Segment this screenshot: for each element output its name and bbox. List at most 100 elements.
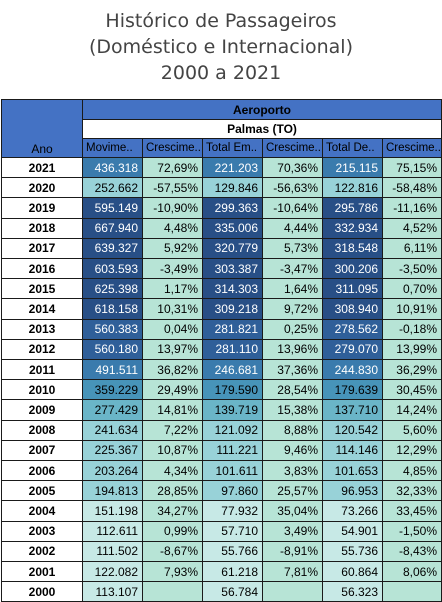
year-cell: 2019 bbox=[1, 197, 83, 219]
growth-movement-cell: 10,87% bbox=[142, 439, 203, 461]
growth-embarked-header: Crescime.. bbox=[262, 138, 323, 158]
year-cell: 2003 bbox=[1, 520, 83, 542]
growth-movement-cell: -10,90% bbox=[142, 197, 203, 219]
embarked-cell: 281.821 bbox=[202, 318, 263, 340]
growth-disembarked-cell: -58,48% bbox=[382, 177, 442, 199]
movement-cell: 625.398 bbox=[82, 278, 143, 300]
disembarked-cell: 96.953 bbox=[322, 480, 383, 502]
movement-cell: 560.180 bbox=[82, 338, 143, 360]
growth-movement-cell: 4,48% bbox=[142, 217, 203, 239]
year-cell: 2011 bbox=[1, 359, 83, 381]
year-cell: 2014 bbox=[1, 298, 83, 320]
embarked-cell: 320.779 bbox=[202, 237, 263, 259]
disembarked-cell: 56.323 bbox=[322, 581, 383, 602]
growth-embarked-cell: 15,38% bbox=[262, 399, 323, 421]
growth-embarked-cell: -10,64% bbox=[262, 197, 323, 219]
movement-cell: 618.158 bbox=[82, 298, 143, 320]
growth-embarked-cell: -56,63% bbox=[262, 177, 323, 199]
disembarked-cell: 137.710 bbox=[322, 399, 383, 421]
disembarked-cell: 120.542 bbox=[322, 419, 383, 441]
growth-disembarked-cell: 8,06% bbox=[382, 561, 442, 583]
movement-cell: 359.229 bbox=[82, 379, 143, 401]
movement-cell: 491.511 bbox=[82, 359, 143, 381]
disembarked-cell: 279.070 bbox=[322, 338, 383, 360]
growth-movement-cell: 4,34% bbox=[142, 460, 203, 482]
growth-disembarked-cell: -3,50% bbox=[382, 258, 442, 280]
growth-movement-cell: -8,67% bbox=[142, 540, 203, 562]
year-cell: 2013 bbox=[1, 318, 83, 340]
movement-cell: 112.611 bbox=[82, 520, 143, 542]
year-cell: 2008 bbox=[1, 419, 83, 441]
movement-header: Movime.. bbox=[82, 138, 143, 158]
embarked-cell: 314.303 bbox=[202, 278, 263, 300]
year-cell: 2012 bbox=[1, 338, 83, 360]
movement-cell: 277.429 bbox=[82, 399, 143, 421]
disembarked-cell: 311.095 bbox=[322, 278, 383, 300]
disembarked-cell: 308.940 bbox=[322, 298, 383, 320]
embarked-cell: 179.590 bbox=[202, 379, 263, 401]
growth-disembarked-cell: 4,52% bbox=[382, 217, 442, 239]
disembarked-cell: 179.639 bbox=[322, 379, 383, 401]
disembarked-cell: 318.548 bbox=[322, 237, 383, 259]
year-header: Ano bbox=[1, 99, 83, 158]
growth-disembarked-cell: 12,29% bbox=[382, 439, 442, 461]
disembarked-cell: 54.901 bbox=[322, 520, 383, 542]
year-cell: 2009 bbox=[1, 399, 83, 421]
year-cell: 2018 bbox=[1, 217, 83, 239]
growth-disembarked-cell: -1,50% bbox=[382, 520, 442, 542]
growth-movement-header: Crescime.. bbox=[142, 138, 203, 158]
movement-cell: 203.264 bbox=[82, 460, 143, 482]
year-cell: 2010 bbox=[1, 379, 83, 401]
growth-movement-cell: 0,99% bbox=[142, 520, 203, 542]
embarked-cell: 139.719 bbox=[202, 399, 263, 421]
movement-cell: 241.634 bbox=[82, 419, 143, 441]
growth-movement-cell: 10,31% bbox=[142, 298, 203, 320]
growth-disembarked-header: Crescime.. bbox=[382, 138, 442, 158]
growth-movement-cell: -3,49% bbox=[142, 258, 203, 280]
year-cell: 2015 bbox=[1, 278, 83, 300]
growth-movement-cell: 7,22% bbox=[142, 419, 203, 441]
embarked-cell: 299.363 bbox=[202, 197, 263, 219]
growth-movement-cell: 28,85% bbox=[142, 480, 203, 502]
embarked-cell: 77.932 bbox=[202, 500, 263, 522]
movement-cell: 225.367 bbox=[82, 439, 143, 461]
year-cell: 2000 bbox=[1, 581, 83, 602]
disembarked-cell: 73.266 bbox=[322, 500, 383, 522]
growth-embarked-cell: 28,54% bbox=[262, 379, 323, 401]
movement-cell: 111.502 bbox=[82, 540, 143, 562]
embarked-cell: 55.766 bbox=[202, 540, 263, 562]
growth-disembarked-cell: -0,18% bbox=[382, 318, 442, 340]
growth-disembarked-cell: 13,99% bbox=[382, 338, 442, 360]
growth-movement-cell: 7,93% bbox=[142, 561, 203, 583]
year-cell: 2005 bbox=[1, 480, 83, 502]
disembarked-cell: 278.562 bbox=[322, 318, 383, 340]
growth-disembarked-cell: 30,45% bbox=[382, 379, 442, 401]
title-line-2: (Doméstico e Internacional) bbox=[88, 36, 353, 58]
movement-cell: 560.383 bbox=[82, 318, 143, 340]
year-cell: 2007 bbox=[1, 439, 83, 461]
growth-embarked-cell: 3,49% bbox=[262, 520, 323, 542]
title-line-1: Histórico de Passageiros bbox=[105, 10, 337, 32]
embarked-header: Total Em.. bbox=[202, 138, 263, 158]
embarked-cell: 303.387 bbox=[202, 258, 263, 280]
growth-embarked-cell: 9,46% bbox=[262, 439, 323, 461]
growth-disembarked-cell bbox=[382, 581, 442, 602]
growth-embarked-cell: 35,04% bbox=[262, 500, 323, 522]
growth-movement-cell: 29,49% bbox=[142, 379, 203, 401]
movement-cell: 122.082 bbox=[82, 561, 143, 583]
growth-movement-cell: 5,92% bbox=[142, 237, 203, 259]
disembarked-header: Total De.. bbox=[322, 138, 383, 158]
embarked-cell: 129.846 bbox=[202, 177, 263, 199]
growth-embarked-cell: 4,44% bbox=[262, 217, 323, 239]
embarked-cell: 121.092 bbox=[202, 419, 263, 441]
growth-movement-cell: 13,97% bbox=[142, 338, 203, 360]
movement-cell: 194.813 bbox=[82, 480, 143, 502]
growth-disembarked-cell: 5,60% bbox=[382, 419, 442, 441]
growth-embarked-cell: 1,64% bbox=[262, 278, 323, 300]
group-header: Aeroporto bbox=[82, 99, 442, 120]
growth-embarked-cell: 0,25% bbox=[262, 318, 323, 340]
year-cell: 2020 bbox=[1, 177, 83, 199]
chart-title: Histórico de Passageiros (Doméstico e In… bbox=[0, 8, 442, 86]
year-cell: 2001 bbox=[1, 561, 83, 583]
embarked-cell: 56.784 bbox=[202, 581, 263, 602]
